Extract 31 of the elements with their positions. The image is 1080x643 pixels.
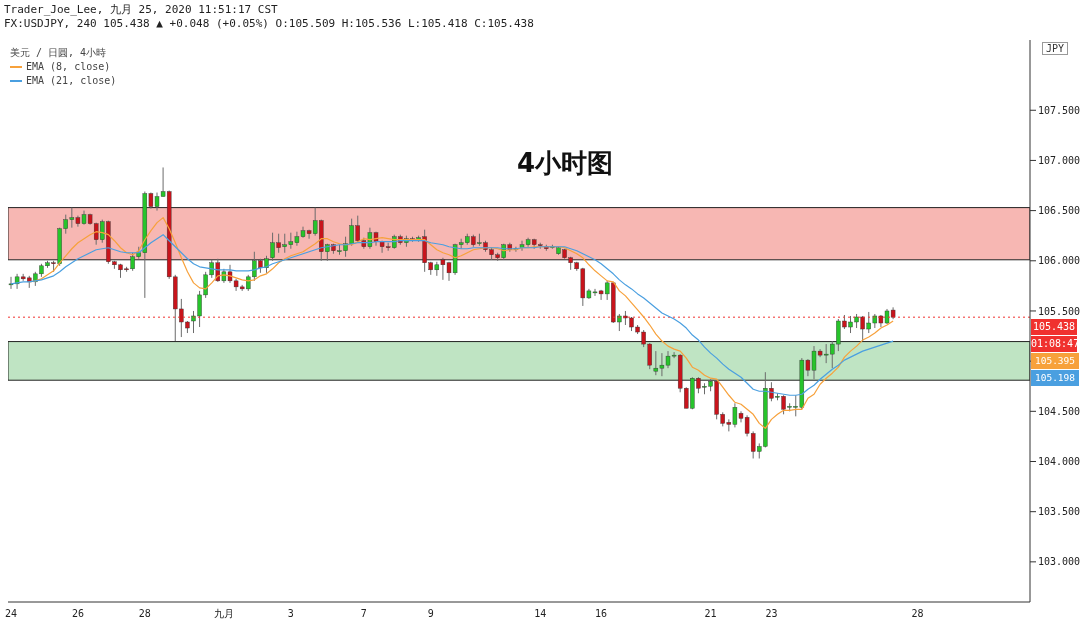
text: Trader_Joe_Lee, 九月 25, 2020 11:51:17 CST bbox=[4, 2, 278, 17]
text: JPY bbox=[1042, 42, 1069, 55]
x-tick-label: 26 bbox=[71, 608, 84, 620]
x-tick-label: 28 bbox=[138, 608, 151, 620]
ref-line-label: 105.438 bbox=[1031, 319, 1077, 336]
x-tick-label: 九月 bbox=[213, 608, 234, 620]
y-tick-label: 106.500 bbox=[1038, 205, 1080, 217]
x-tick-label: 16 bbox=[595, 608, 608, 620]
x-tick-label: 7 bbox=[360, 608, 367, 620]
x-tick-label: 3 bbox=[287, 608, 294, 620]
text: 105.395 bbox=[1031, 353, 1079, 370]
text: 4小时图 bbox=[515, 147, 615, 180]
legend-label: EMA (8, close) bbox=[26, 60, 111, 74]
text: 105.198 bbox=[1031, 370, 1079, 387]
chart-subtitle: FX:USDJPY, 240 105.438 ▲ +0.048 (+0.05%) O:105.509 H:105.536 L:105.418 C:105.438 bbox=[4, 17, 534, 30]
y-tick-label: 107.000 bbox=[1038, 154, 1080, 166]
y-tick-label: 107.500 bbox=[1038, 104, 1080, 116]
x-tick-label: 9 bbox=[427, 608, 434, 620]
y-tick-label: 105.500 bbox=[1038, 305, 1080, 317]
y-tick-label: 103.500 bbox=[1038, 506, 1080, 518]
y-tick-label: 104.000 bbox=[1038, 456, 1080, 468]
y-tick-label: 104.500 bbox=[1038, 405, 1080, 417]
legend-label: EMA (21, close) bbox=[26, 74, 117, 88]
x-tick-label: 21 bbox=[704, 608, 717, 620]
y-tick-label: 103.000 bbox=[1038, 556, 1080, 568]
x-tick-label: 24 bbox=[5, 608, 18, 620]
x-tick-label: 23 bbox=[765, 608, 778, 620]
x-tick-label: 14 bbox=[534, 608, 547, 620]
legend-title: 美元 / 日圓, 4小時 bbox=[10, 46, 108, 60]
y-tick-label: 106.000 bbox=[1038, 255, 1080, 267]
x-tick-label: 28 bbox=[911, 608, 924, 620]
